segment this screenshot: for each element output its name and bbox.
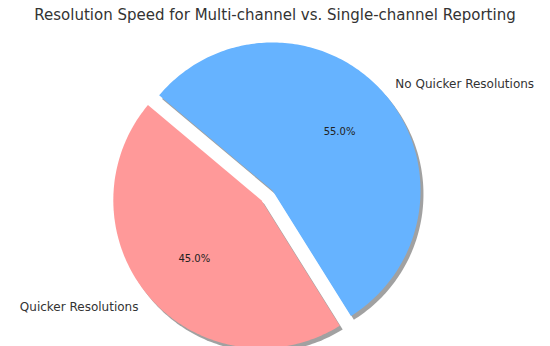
svg-text:No Quicker Resolutions: No Quicker Resolutions <box>395 77 534 91</box>
html-text:Resolution Speed for Multi-cha: Resolution Speed for Multi-channel vs. S… <box>34 6 516 24</box>
svg-text:Quicker Resolutions: Quicker Resolutions <box>20 300 139 314</box>
svg-text:55.0%: 55.0% <box>324 126 356 137</box>
svg-text:45.0%: 45.0% <box>178 253 210 264</box>
